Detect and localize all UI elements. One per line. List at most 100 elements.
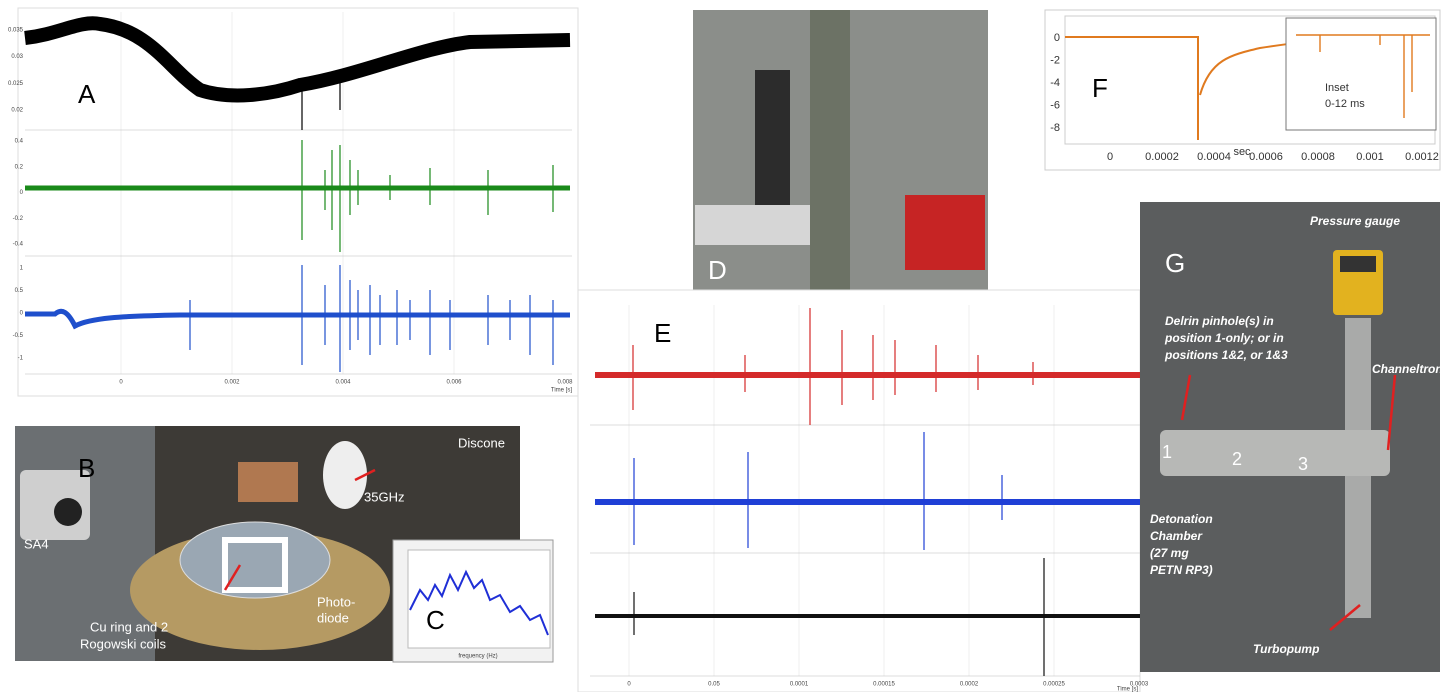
trace-spikes — [189, 265, 554, 372]
panel-label: E — [654, 318, 671, 348]
position-label: 1 — [1162, 442, 1172, 462]
ring — [179, 521, 331, 599]
tick-label: 0 — [20, 190, 24, 196]
box — [238, 462, 298, 502]
tick-label: 0.002 — [224, 380, 240, 386]
annotation: (27 mg — [1150, 546, 1189, 560]
trace — [24, 16, 571, 103]
tick-label: 0.00015 — [873, 682, 895, 688]
annotation: PETN RP3) — [1150, 563, 1213, 577]
column — [755, 70, 790, 205]
tick-label: 0 — [1107, 151, 1113, 163]
panel-a: A — [17, 7, 579, 397]
plot-area — [407, 549, 551, 649]
tick-label: 0 — [119, 380, 123, 386]
trace-spikes — [301, 140, 554, 252]
tick-label: -0.4 — [13, 242, 24, 248]
tick-label: -6 — [1050, 99, 1060, 111]
tick-label: 0.0008 — [1301, 151, 1335, 163]
trace-spikes — [633, 432, 1003, 550]
tick-label: 1 — [20, 266, 24, 272]
tick-label: -4 — [1050, 77, 1060, 89]
tick-label: 0.0001 — [790, 682, 809, 688]
arrow — [223, 564, 242, 591]
tick-label: 0.00025 — [1043, 682, 1065, 688]
tick-label: 0.5 — [15, 288, 24, 294]
annotation: Turbopump — [1253, 642, 1319, 656]
trace-spikes — [633, 558, 1045, 676]
tick-label: 0.025 — [8, 81, 24, 87]
inset-label: Inset — [1325, 82, 1349, 94]
arrow — [1180, 374, 1397, 631]
trace-spikes — [301, 80, 341, 130]
trace-spikes — [632, 308, 1034, 425]
annotation: 35GHz — [364, 489, 404, 504]
annotation: diode — [317, 610, 349, 625]
gauge-display — [1340, 256, 1376, 272]
tick-label: 0.008 — [557, 380, 573, 386]
inset — [1285, 17, 1437, 131]
panel-frame — [17, 7, 579, 397]
lens — [54, 498, 82, 526]
annotation: Rogowski coils — [80, 636, 166, 651]
tick-label: 0.001 — [1356, 151, 1384, 163]
tick-label: 0.02 — [11, 108, 23, 114]
annotation: Detonation — [1150, 512, 1213, 526]
annotation: Pressure gauge — [1310, 214, 1400, 228]
tick-label: 0.0002 — [960, 682, 979, 688]
annotation: Photo- — [317, 594, 355, 609]
annotation: Chamber — [1150, 529, 1203, 543]
instrument — [905, 195, 985, 270]
tick-label: 0.0004 — [1197, 151, 1231, 163]
tick-label: 0.4 — [15, 139, 24, 145]
position-label: 3 — [1298, 454, 1308, 474]
panel-frame — [577, 289, 1141, 692]
panel-g: G Pressure gauge Delrin pinhole(s) in po… — [1140, 202, 1443, 672]
tick-label: 0.035 — [8, 28, 24, 34]
panel-e: E — [577, 289, 1141, 692]
tick-label: -1 — [18, 356, 24, 362]
tick-label: -0.5 — [13, 333, 24, 339]
tick-label: Time [s] — [1117, 687, 1138, 692]
cross-tube — [1160, 430, 1390, 476]
tick-label: 0.2 — [15, 164, 24, 170]
tick-label: Time [s] — [551, 388, 572, 394]
annotation: positions 1&2, or 1&3 — [1164, 348, 1288, 362]
axis-label: frequency (Hz) — [458, 654, 497, 660]
annotation: Discone — [458, 435, 505, 450]
tick-label: 0.05 — [708, 682, 720, 688]
tick-label: 0.0002 — [1145, 151, 1179, 163]
annotation: Channeltron — [1372, 362, 1443, 376]
frame-post — [810, 10, 850, 304]
panel-label: F — [1092, 73, 1108, 103]
inset-label: 0-12 ms — [1325, 98, 1365, 110]
trace — [25, 308, 570, 330]
arrow — [354, 468, 376, 482]
tick-label: 0.03 — [11, 54, 23, 60]
tick-label: sec — [1233, 146, 1251, 158]
tick-label: 0.0006 — [1249, 151, 1283, 163]
panel-label: C — [426, 605, 445, 635]
tick-label: 0.006 — [446, 380, 462, 386]
panel-label: A — [78, 79, 96, 109]
spectrum — [409, 569, 549, 636]
panel-label: G — [1165, 248, 1185, 278]
panel-label: D — [708, 255, 727, 285]
panel-f: F Inset 0-12 ms — [1044, 9, 1441, 171]
base — [695, 205, 810, 245]
annotation: Cu ring and 2 — [90, 619, 168, 634]
tick-label: 0.0003 — [1130, 682, 1149, 688]
inset-trace — [1296, 34, 1430, 118]
tick-label: -8 — [1050, 122, 1060, 134]
tick-label: -0.2 — [13, 216, 24, 222]
tick-label: 0 — [20, 311, 24, 317]
annotation: Delrin pinhole(s) in — [1165, 314, 1274, 328]
panel-d: D — [693, 10, 988, 304]
annotation: position 1-only; or in — [1164, 331, 1284, 345]
tick-label: 0.0012 — [1405, 151, 1439, 163]
dish — [323, 441, 367, 509]
tick-label: -2 — [1050, 54, 1060, 66]
frame — [222, 537, 288, 593]
panel-label: B — [78, 453, 95, 483]
